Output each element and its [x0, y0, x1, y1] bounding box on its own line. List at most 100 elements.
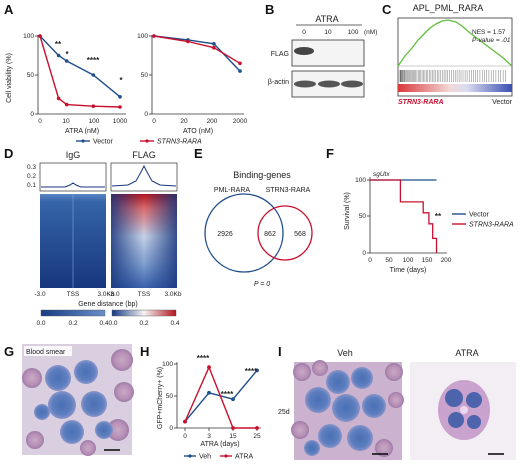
panel-h-ytick-0: 0 — [169, 425, 173, 432]
legend-h-atra: ATRA — [235, 454, 253, 461]
panel-a-right-point — [238, 61, 242, 66]
panel-b-conc-10: 10 — [324, 29, 332, 36]
profile-ytick-0.2: 0.2 — [27, 173, 36, 180]
panel-label-g: G — [4, 344, 14, 359]
panel-a-right-point — [212, 42, 216, 46]
panel-f-xtick-150: 150 — [422, 257, 433, 264]
panel-a-star-4: * — [119, 76, 123, 85]
panel-a-right-line-0 — [153, 35, 241, 72]
heatmap-flag-xtick-tss: TSS — [138, 291, 151, 298]
scale-flag-0.4: 0.4 — [170, 320, 179, 327]
panel-a-left-xlabel: ATRA (nM) — [65, 128, 99, 135]
panel-a-left-point — [118, 95, 122, 99]
gsea-hit-ticks — [399, 70, 506, 82]
panel-a-left-point — [56, 53, 61, 58]
panel-label-d: D — [4, 146, 13, 161]
panel-f-xtick-50: 50 — [385, 257, 393, 264]
panel-label-f: F — [326, 146, 334, 161]
panel-label-e: E — [194, 146, 203, 161]
legend-h-veh: Veh — [199, 454, 211, 461]
panel-a-left-chart: 0 50 100 0 10 100 1000 ATRA (nM) ** * **… — [23, 33, 127, 135]
legend-strn3-label: STRN3-RARA — [157, 139, 202, 146]
panel-a-left-point — [64, 59, 69, 63]
heatmap-flag-xtick-left: -3.0 — [108, 291, 120, 298]
blot-actin-band-1 — [294, 80, 316, 88]
panel-a-right-xtick-0: 0 — [152, 118, 156, 125]
panel-b-unit: (nM) — [364, 29, 377, 36]
panel-a-right-xlabel: ATO (nM) — [183, 128, 213, 135]
gsea-right-label: Vector — [492, 99, 513, 106]
venn-set1-label: PML-RARA — [214, 187, 251, 194]
scale-igg-0.4: 0.4 — [99, 320, 108, 327]
panel-f-stars: ** — [435, 212, 442, 221]
venn-overlap: 862 — [264, 231, 276, 238]
scale-igg-0.2: 0.2 — [68, 320, 77, 327]
panel-g: G Blood smear — [4, 344, 134, 456]
gsea-nes: NES = 1.57 — [472, 29, 506, 36]
profile-igg-frame — [39, 162, 107, 192]
panel-a-left-line-0 — [39, 35, 121, 98]
blot-actin-band-3 — [341, 80, 363, 88]
venn-circle-pml — [204, 193, 284, 273]
panel-a-left-xtick-100: 100 — [89, 118, 100, 125]
colorscale-igg — [40, 309, 106, 317]
panel-a-star-2: * — [65, 50, 69, 59]
panel-h-xlabel: ATRA (days) — [200, 441, 239, 448]
panel-a-left-point — [91, 73, 96, 77]
panel-d-col-flag: FLAG — [132, 150, 156, 160]
panel-h-series — [183, 365, 259, 430]
micrograph-caption: Blood smear — [26, 349, 66, 356]
panel-a-right-ytick-0: 0 — [144, 111, 148, 118]
panel-b-conc-0: 0 — [302, 29, 306, 36]
panel-label-b: B — [265, 2, 274, 17]
panel-i-col-veh: Veh — [337, 348, 353, 358]
panel-label-c: C — [382, 2, 392, 17]
panel-h-point — [255, 426, 259, 430]
panel-i-col-atra: ATRA — [455, 348, 478, 358]
panel-a-star-1: ** — [55, 40, 62, 49]
legend-f-strn3: STRN3-RARA — [469, 222, 514, 229]
panel-b-row-flag: FLAG — [271, 51, 289, 58]
gsea-left-label: STRN3-RARA — [398, 99, 444, 106]
panel-a-ytick-100: 100 — [23, 33, 34, 40]
panel-a-right-point — [186, 39, 190, 44]
panel-h-ylabel: GFP+mCherry+ (%) — [157, 367, 164, 429]
panel-h: H GFP+mCherry+ (%) 0 50 100 0 3 15 25 ATRA … — [140, 344, 261, 461]
panel-h-ytick-100: 100 — [162, 361, 173, 368]
panel-a-right-ytick-50: 50 — [141, 72, 149, 79]
heatmap-igg-xtick-tss: TSS — [67, 291, 80, 298]
gsea-rank-bar — [398, 84, 512, 92]
gsea-enrichment-curve — [397, 19, 513, 67]
panel-a-legend: Vector STRN3-RARA — [76, 139, 202, 146]
panel-a-left-point — [64, 102, 69, 107]
panel-a-ytick-50: 50 — [27, 72, 35, 79]
panel-h-xticks: 0 3 15 25 — [183, 428, 261, 440]
venn-set2-label: STRN3-RARA — [266, 187, 311, 194]
panel-label-i: I — [278, 344, 282, 359]
panel-h-xtick-25: 25 — [253, 433, 261, 440]
panel-h-star-3: **** — [245, 367, 258, 376]
panel-a-ylabel: Cell viability (%) — [6, 53, 13, 103]
profile-ytick-0.1: 0.1 — [27, 182, 36, 189]
panel-f-series — [370, 179, 438, 253]
panel-h-point — [183, 419, 187, 424]
panel-e: E Binding-genes PML-RARA STRN3-RARA 2926… — [194, 146, 313, 288]
panel-a-right-xtick-2000: 2000 — [233, 118, 248, 125]
blood-smear-cells — [22, 349, 134, 456]
veh-cells — [291, 360, 404, 457]
panel-h-point — [255, 368, 259, 373]
panel-h-point — [207, 365, 211, 370]
panel-b-conc-100: 100 — [348, 29, 359, 36]
panel-a-right-xtick-200: 200 — [207, 118, 218, 125]
venn-pvalue: P = 0 — [254, 281, 270, 288]
panel-b: B ATRA 0 10 100 (nM) FLAG β-actin — [265, 2, 377, 98]
panel-a-star-3: **** — [87, 56, 100, 65]
panel-f-ytick-0: 0 — [362, 250, 366, 257]
venn-circle-strn3 — [257, 205, 313, 261]
gsea-frame — [397, 17, 513, 97]
panel-f-xlabel: Time (days) — [390, 267, 427, 274]
panel-d-col-igg: IgG — [66, 150, 81, 160]
scale-flag-0.2: 0.2 — [139, 320, 148, 327]
panel-a-right-point — [238, 69, 242, 73]
gsea-pvalue: P-value = .01 — [472, 37, 511, 44]
